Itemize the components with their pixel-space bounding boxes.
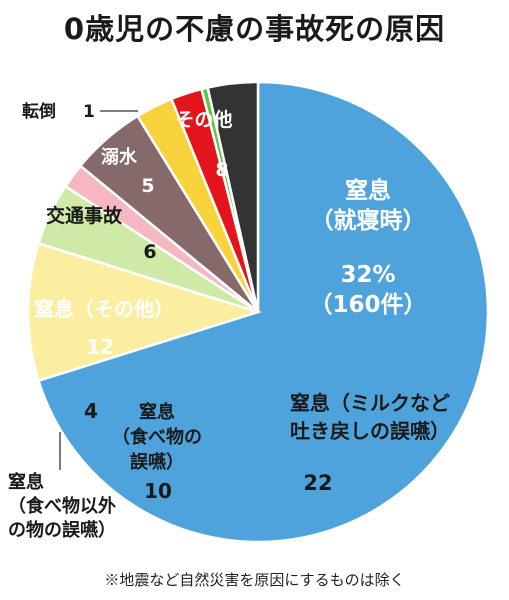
slice-label: 転倒: [22, 101, 56, 122]
slice-value: 32%（160件）: [309, 262, 426, 318]
slice-value: 10: [144, 479, 172, 503]
pie-slice: [36, 80, 490, 544]
slice-value: 8: [215, 159, 228, 181]
pie-slice: [26, 241, 263, 383]
slice-label: 窒息（就寝時）: [311, 177, 426, 234]
slice-label: 窒息（食べ物以外の物の誤嚥）: [8, 471, 116, 541]
pie-slice: [206, 80, 260, 313]
slice-label: 溺水: [101, 146, 138, 168]
slice-value: 1: [83, 102, 95, 122]
slice-value: 4: [84, 399, 98, 423]
slice-value: 5: [141, 175, 154, 197]
slice-value: 12: [86, 335, 114, 359]
chart-title: 0歳児の不慮の事故死の原因: [63, 12, 446, 46]
slice-label: 窒息（食べ物の誤嚥）: [112, 401, 202, 473]
slice-label: その他: [175, 108, 232, 131]
slice-label: 窒息（その他）: [34, 297, 174, 321]
slice-label: 窒息（ミルクなど吐き戻しの誤嚥）: [290, 391, 450, 443]
chart-note: ※地震など自然災害を原因にするものは除く: [104, 571, 405, 589]
slice-label: 交通事故: [46, 204, 123, 227]
slice-value: 22: [303, 471, 332, 495]
slice-value: 6: [143, 241, 156, 263]
